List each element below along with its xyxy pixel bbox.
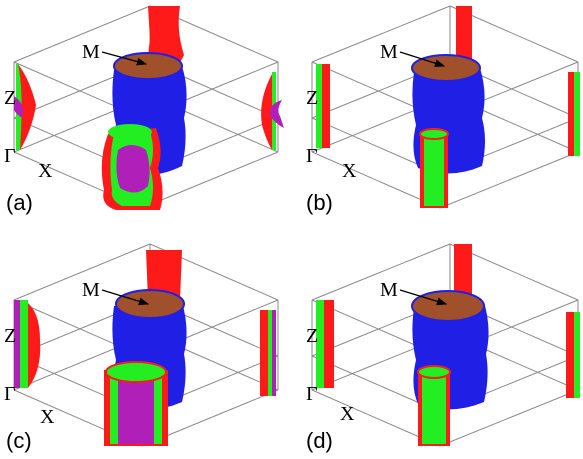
brown-cylinder-top (116, 290, 184, 318)
green-pocket-left (20, 300, 28, 388)
magenta-pocket-front (118, 376, 154, 444)
x-point-label: X (342, 160, 357, 182)
z-point-label: Z (4, 325, 16, 347)
m-point-label: M (380, 279, 398, 301)
panel-c: M Z Γ X (c) (4, 244, 278, 453)
green-pocket-top (418, 366, 450, 378)
gamma-point-label: Γ (306, 383, 318, 405)
m-point-label: M (82, 279, 100, 301)
m-point-label: M (380, 41, 398, 63)
green-pocket-top (106, 362, 166, 382)
z-point-label: Z (306, 87, 318, 109)
panel-a: M Z Γ X (a) (4, 6, 284, 215)
panel-b: M Z Γ X (b) (306, 6, 580, 215)
green-pocket-front (424, 134, 444, 206)
z-point-label: Z (306, 325, 318, 347)
z-point-label: Z (4, 87, 16, 109)
m-point-label: M (82, 41, 100, 63)
green-pocket-front (422, 372, 446, 444)
x-point-label: X (340, 403, 355, 425)
red-pocket-back (456, 6, 472, 60)
x-point-label: X (38, 160, 53, 182)
green-pocket-top (108, 124, 152, 140)
gamma-point-label: Γ (4, 383, 16, 405)
panel-label-b: (b) (306, 190, 333, 215)
green-pocket-right (574, 312, 580, 398)
panel-label-c: (c) (6, 428, 32, 453)
green-pocket-right (574, 72, 580, 156)
panel-label-d: (d) (306, 428, 333, 453)
brown-cylinder-top (412, 291, 484, 321)
gamma-point-label: Γ (306, 145, 318, 167)
x-point-label: X (40, 406, 55, 428)
magenta-pocket-right (272, 310, 276, 396)
green-pocket-top (420, 129, 448, 139)
magenta-pocket-front (116, 145, 149, 193)
panel-label-a: (a) (6, 190, 33, 215)
gamma-point-label: Γ (4, 145, 16, 167)
panel-d: M Z Γ X (d) (306, 244, 580, 453)
brown-cylinder-top (114, 53, 182, 79)
